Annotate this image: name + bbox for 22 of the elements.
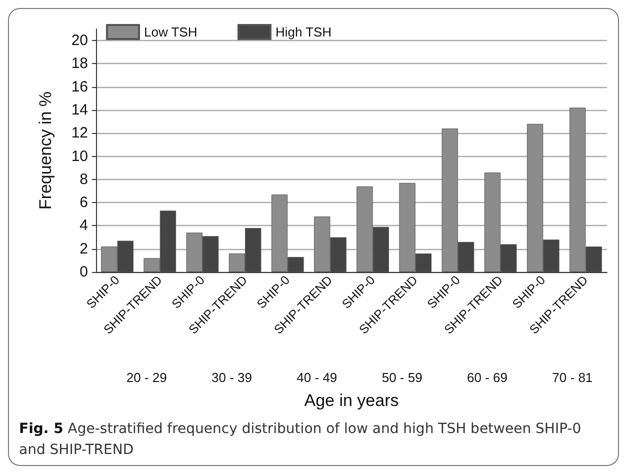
text: 30 - 39	[212, 370, 252, 385]
text: 50 - 59	[382, 370, 422, 385]
text: 40 - 49	[296, 370, 338, 385]
caption: Fig. 5 Age-stratified frequency distribution of low and high TSH between SHIP-0 and SHIP-TREND	[19, 420, 582, 460]
y-tick-label: 10	[71, 148, 88, 165]
y-tick-label: 8	[80, 170, 88, 188]
y-axis-title: Frequency in %	[36, 91, 55, 210]
y-tick-label: 16	[71, 78, 88, 96]
y-tick-label: 2	[80, 240, 88, 258]
text: 70 - 81	[552, 370, 593, 385]
y-tick-label: 4	[80, 217, 88, 234]
text: 60 - 69	[467, 370, 508, 385]
legend-label: Low TSH	[144, 24, 198, 40]
y-tick-label: 20	[71, 32, 88, 50]
y-tick-label: 14	[71, 102, 88, 118]
x-axis-title: Age in years	[304, 391, 399, 410]
y-tick-label: 0	[80, 264, 88, 280]
text: 20 - 29	[126, 370, 167, 385]
y-tick-label: 12	[71, 124, 88, 142]
y-tick-label: 18	[71, 55, 88, 72]
legend-label: High TSH	[275, 24, 332, 40]
y-tick-label: 6	[80, 194, 88, 212]
